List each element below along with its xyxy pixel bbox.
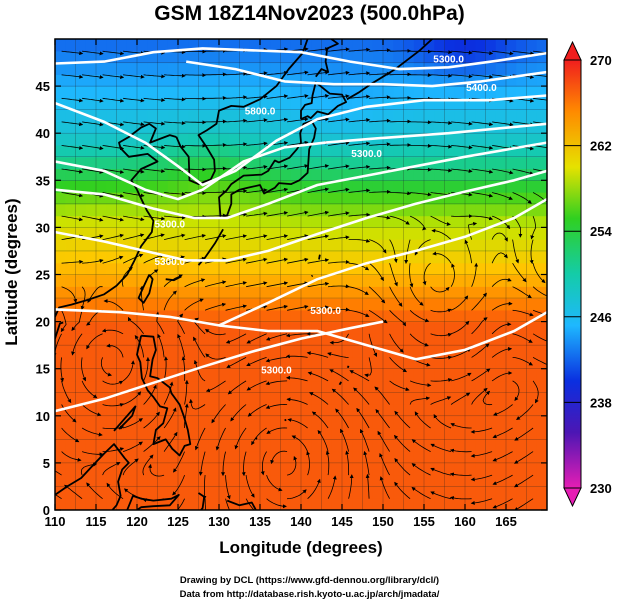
svg-text:155: 155	[413, 514, 435, 529]
svg-text:20: 20	[36, 315, 50, 330]
svg-text:25: 25	[36, 268, 50, 283]
colorbar-max-arrow	[563, 40, 582, 61]
svg-text:5300.0: 5300.0	[155, 257, 186, 268]
svg-text:150: 150	[372, 514, 394, 529]
svg-text:10: 10	[36, 409, 50, 424]
svg-text:5800.0: 5800.0	[245, 106, 276, 117]
svg-text:5: 5	[43, 456, 50, 471]
x-axis-ticks: 110 115 120 125 130 135 140 145 150 155 160 165	[45, 39, 517, 529]
svg-text:5300.0: 5300.0	[310, 306, 341, 317]
svg-text:5300.0: 5300.0	[433, 55, 464, 66]
svg-text:115: 115	[86, 514, 107, 529]
svg-text:15: 15	[36, 362, 50, 377]
svg-text:110: 110	[45, 514, 66, 529]
credit-data: Data from http://database.rish.kyoto-u.a…	[179, 589, 440, 600]
svg-text:230: 230	[590, 481, 612, 496]
temperature-field	[55, 39, 547, 510]
svg-text:160: 160	[454, 514, 476, 529]
chart-title: GSM 18Z14Nov2023 (500.0hPa)	[154, 2, 465, 25]
svg-text:125: 125	[167, 514, 189, 529]
svg-text:5300.0: 5300.0	[351, 149, 382, 160]
colorbar: 270 262 254 246 238 230	[563, 40, 612, 508]
y-axis-label: Latitude (degrees)	[2, 198, 21, 346]
svg-text:5300.0: 5300.0	[261, 365, 292, 376]
svg-text:165: 165	[495, 514, 517, 529]
svg-text:135: 135	[249, 514, 271, 529]
svg-text:30: 30	[36, 220, 50, 235]
svg-text:270: 270	[590, 53, 612, 68]
svg-text:35: 35	[36, 173, 50, 188]
svg-text:5400.0: 5400.0	[466, 83, 497, 94]
x-axis-label: Longitude (degrees)	[219, 538, 383, 557]
svg-text:120: 120	[126, 514, 148, 529]
svg-text:238: 238	[590, 395, 612, 410]
svg-text:246: 246	[590, 310, 612, 325]
y-axis-ticks: 0 5 10 15 20 25 30 35 40 45	[36, 79, 547, 518]
colorbar-ticks: 270 262 254 246 238 230	[564, 53, 612, 496]
svg-text:262: 262	[590, 139, 612, 154]
svg-text:145: 145	[331, 514, 353, 529]
svg-text:140: 140	[290, 514, 312, 529]
svg-text:254: 254	[590, 224, 612, 239]
svg-text:130: 130	[208, 514, 230, 529]
credit-drawing: Drawing by DCL (https://www.gfd-dennou.o…	[179, 575, 440, 586]
colorbar-min-arrow	[563, 487, 582, 508]
svg-text:5300.0: 5300.0	[155, 219, 186, 230]
svg-text:0: 0	[43, 503, 50, 518]
height-contours: 5300.0 5300.0 5300.0 5300.0 5300.0 5800.0 5300…	[55, 47, 547, 413]
svg-text:45: 45	[36, 79, 50, 94]
svg-text:40: 40	[36, 126, 50, 141]
